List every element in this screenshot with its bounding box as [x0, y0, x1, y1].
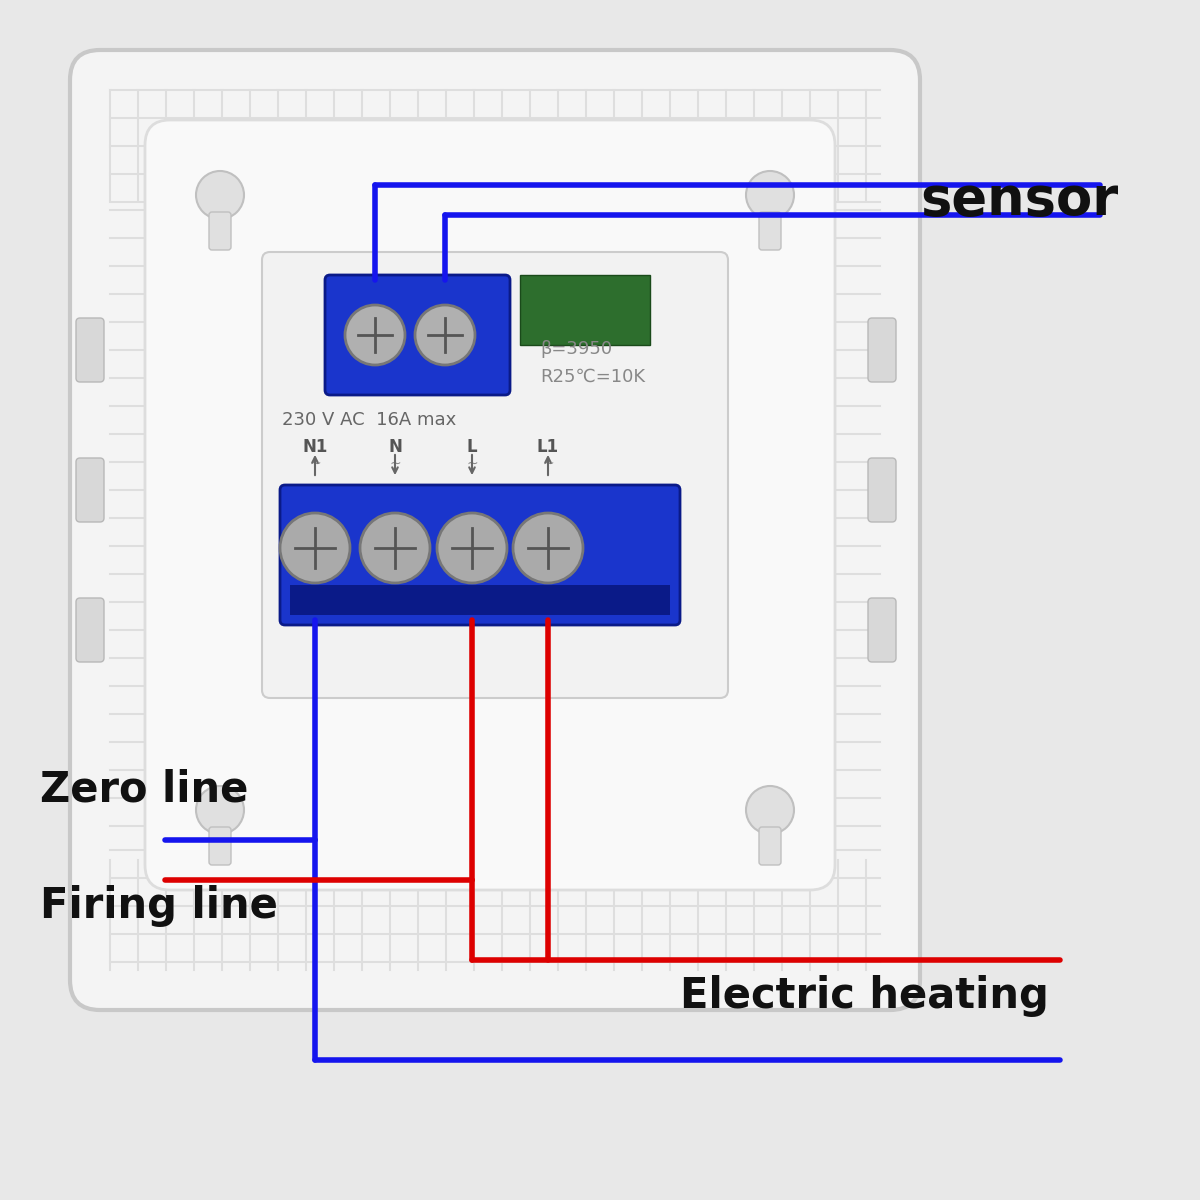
FancyBboxPatch shape [760, 212, 781, 250]
Text: ~: ~ [310, 457, 320, 470]
Text: R25℃=10K: R25℃=10K [540, 368, 646, 386]
Text: sensor: sensor [920, 174, 1118, 226]
Text: N1: N1 [302, 438, 328, 456]
FancyBboxPatch shape [868, 598, 896, 662]
FancyBboxPatch shape [868, 458, 896, 522]
Text: Firing line: Firing line [40, 886, 278, 926]
Circle shape [360, 514, 430, 583]
Circle shape [746, 170, 794, 218]
Text: ~: ~ [542, 457, 554, 470]
Text: ~: ~ [466, 457, 478, 470]
Bar [520, 275, 650, 346]
Circle shape [346, 305, 406, 365]
FancyBboxPatch shape [262, 252, 728, 698]
FancyBboxPatch shape [76, 318, 104, 382]
Text: β=3950: β=3950 [540, 340, 612, 358]
Circle shape [196, 170, 244, 218]
Circle shape [437, 514, 508, 583]
Text: Zero line: Zero line [40, 768, 248, 810]
FancyBboxPatch shape [76, 598, 104, 662]
FancyBboxPatch shape [280, 485, 680, 625]
Circle shape [280, 514, 350, 583]
Text: N: N [388, 438, 402, 456]
FancyBboxPatch shape [868, 318, 896, 382]
Text: L: L [467, 438, 478, 456]
Text: Electric heating: Electric heating [680, 974, 1049, 1018]
Text: 230 V AC  16A max: 230 V AC 16A max [282, 410, 456, 428]
Bar [290, 584, 670, 614]
Circle shape [746, 786, 794, 834]
Circle shape [514, 514, 583, 583]
FancyBboxPatch shape [70, 50, 920, 1010]
Text: L1: L1 [536, 438, 559, 456]
Text: ~: ~ [389, 457, 401, 470]
FancyBboxPatch shape [209, 827, 230, 865]
FancyBboxPatch shape [325, 275, 510, 395]
FancyBboxPatch shape [209, 212, 230, 250]
FancyBboxPatch shape [76, 458, 104, 522]
Circle shape [196, 786, 244, 834]
FancyBboxPatch shape [145, 120, 835, 890]
Circle shape [415, 305, 475, 365]
FancyBboxPatch shape [760, 827, 781, 865]
